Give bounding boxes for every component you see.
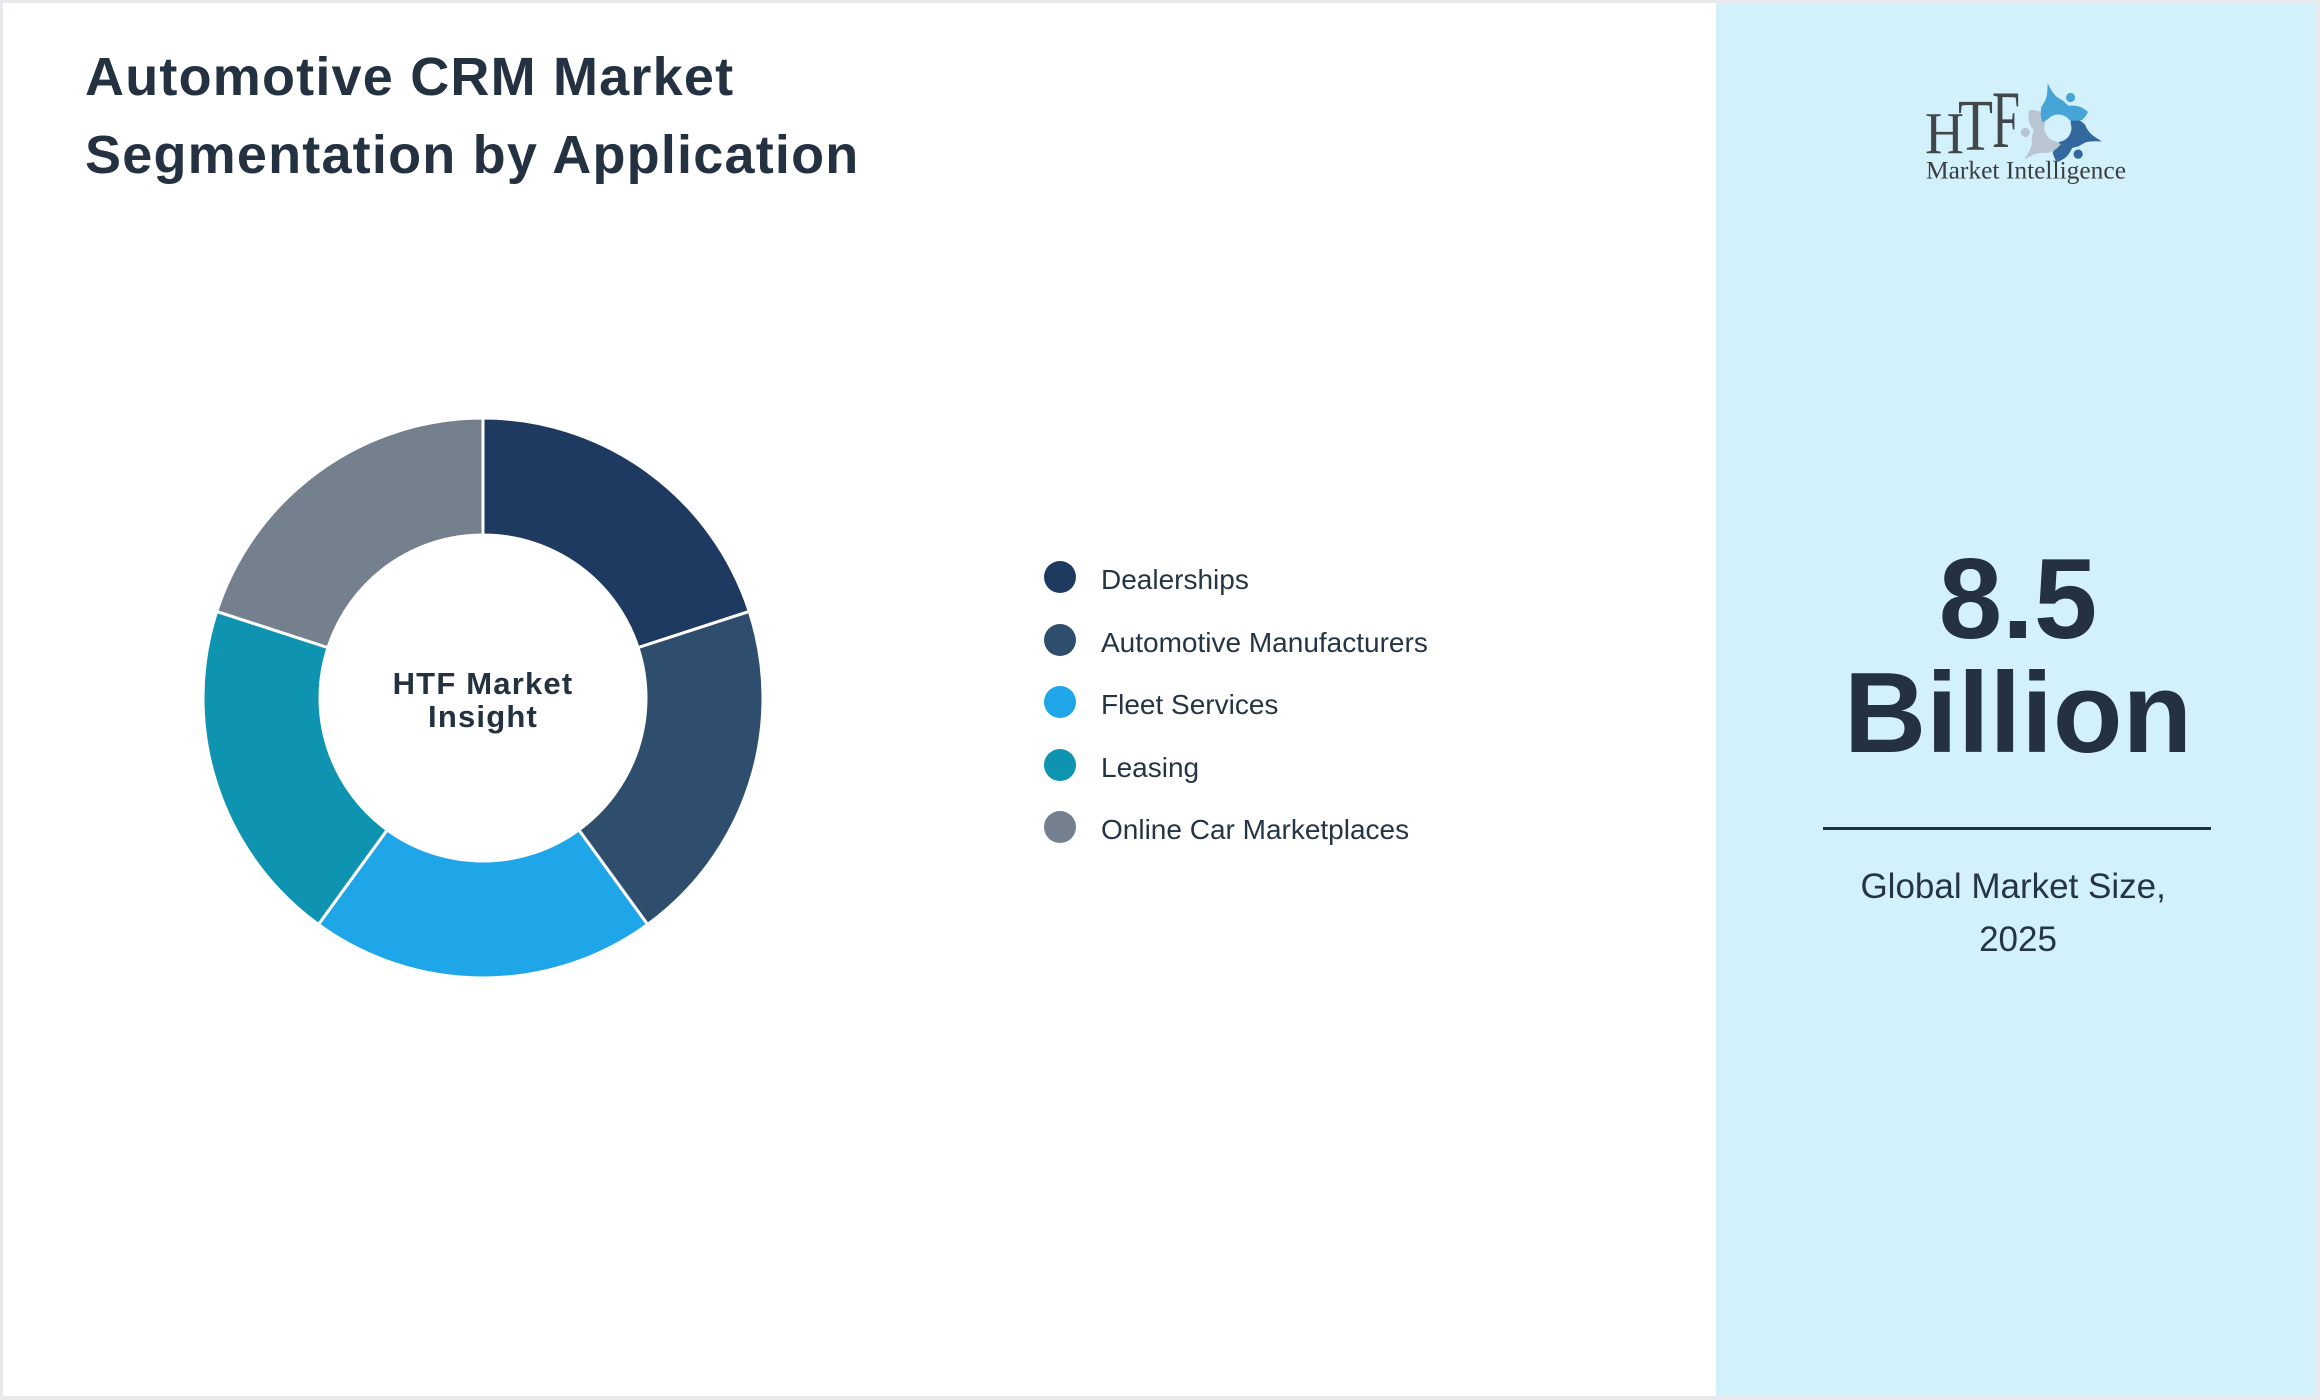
svg-text:H: H xyxy=(1925,100,1964,166)
svg-text:F: F xyxy=(1992,74,2020,165)
svg-text:T: T xyxy=(1958,85,1993,166)
svg-text:Market Intelligence: Market Intelligence xyxy=(1926,158,2126,185)
